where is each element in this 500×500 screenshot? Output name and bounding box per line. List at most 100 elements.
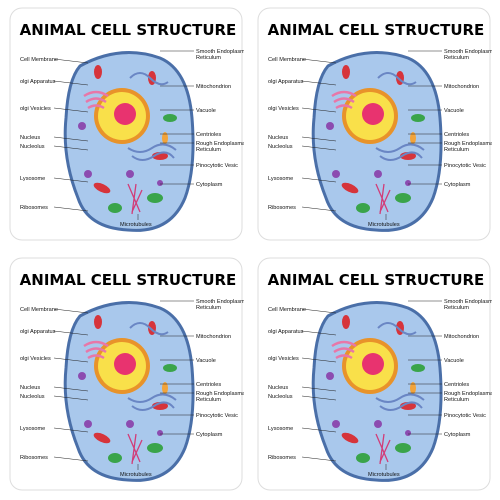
organelle: [332, 170, 340, 178]
coaster-print: ANIMAL CELL STRUCTURE Cell Membrane olgi A…: [20, 271, 251, 482]
label: Smooth Endoplasmatic: [196, 49, 254, 55]
label: Ribosomes: [20, 205, 48, 211]
label: olgi Apparatus: [268, 79, 304, 85]
label: olgi Vesicles: [268, 356, 299, 362]
organelle: [342, 315, 350, 329]
microtubules: [127, 183, 143, 215]
leader-line: [301, 58, 337, 64]
organelle: [374, 420, 382, 428]
organelle: [157, 430, 163, 436]
label: Cytoplasm: [444, 182, 471, 188]
leader-line: [301, 107, 337, 113]
cell-diagram: [63, 301, 195, 482]
organelle: [93, 182, 111, 194]
golgi-apparatus: [331, 340, 357, 360]
organelle: [374, 170, 382, 178]
cell-diagram: [311, 301, 443, 482]
leader-line: [53, 357, 89, 363]
organelle: [108, 453, 122, 463]
golgi-apparatus: [331, 90, 357, 110]
label: Centrioles: [196, 382, 221, 388]
leader-line: [53, 427, 89, 433]
organelle: [411, 364, 425, 372]
organelle: [405, 430, 411, 436]
label: Lysosome: [268, 176, 293, 182]
label: Mitochondrion: [196, 334, 231, 340]
leader-line: [301, 456, 337, 462]
organelle: [332, 420, 340, 428]
label: Ribosomes: [20, 455, 48, 461]
leader-line: [301, 386, 337, 392]
organelle: [162, 132, 168, 144]
leader-line: [53, 80, 89, 86]
label: Rough Endoplasmatic: [196, 391, 251, 397]
organelle: [78, 122, 86, 130]
nucleolus: [362, 103, 384, 125]
label: Microtubules: [120, 472, 152, 478]
organelle: [147, 193, 163, 203]
coaster: ANIMAL CELL STRUCTURE Cell Membrane olgi A…: [9, 257, 251, 491]
label: Reticulum: [444, 147, 469, 153]
label: Mitochondrion: [196, 84, 231, 90]
label: Vacuole: [444, 108, 464, 114]
title: ANIMAL CELL STRUCTURE: [20, 21, 237, 39]
organelle: [94, 65, 102, 79]
microtubules: [375, 433, 391, 465]
label: Nucleolus: [268, 394, 293, 400]
title: ANIMAL CELL STRUCTURE: [20, 271, 237, 289]
label: Microtubules: [368, 222, 400, 228]
endoplasmic-reticulum: [375, 322, 425, 411]
label: Reticulum: [196, 147, 221, 153]
label: Nucleolus: [20, 144, 45, 150]
golgi-apparatus: [83, 90, 109, 110]
leader-line: [53, 456, 89, 462]
leader-line: [301, 357, 337, 363]
label: Reticulum: [196, 55, 221, 61]
organelle: [84, 420, 92, 428]
nucleolus: [114, 353, 136, 375]
label: Reticulum: [444, 305, 469, 311]
microtubules: [375, 183, 391, 215]
organelle: [126, 420, 134, 428]
endoplasmic-reticulum: [375, 72, 425, 161]
label: Cytoplasm: [196, 432, 223, 438]
organelle: [94, 315, 102, 329]
label: Rough Endoplasmatic: [196, 141, 251, 147]
organelle: [410, 132, 416, 144]
endoplasmic-reticulum: [127, 72, 177, 161]
title: ANIMAL CELL STRUCTURE: [268, 271, 485, 289]
label: Centrioles: [196, 132, 221, 138]
leader-line: [301, 395, 337, 401]
label: Cell Membrane: [268, 57, 306, 63]
leader-line: [53, 177, 89, 183]
organelle: [147, 443, 163, 453]
organelle: [108, 203, 122, 213]
organelle: [411, 114, 425, 122]
label: Ribosomes: [268, 455, 296, 461]
microtubules: [127, 433, 143, 465]
organelle: [93, 432, 111, 444]
label: Nucleolus: [20, 394, 45, 400]
leader-line: [301, 427, 337, 433]
golgi-apparatus: [83, 340, 109, 360]
organelle: [341, 432, 359, 444]
label: Lysosome: [20, 176, 45, 182]
organelle: [395, 193, 411, 203]
leader-line: [53, 386, 89, 392]
label: Ribosomes: [268, 205, 296, 211]
organelle: [341, 182, 359, 194]
endoplasmic-reticulum: [127, 322, 177, 411]
coaster-print: ANIMAL CELL STRUCTURE Cell Membrane olgi A…: [268, 21, 492, 232]
leader-line: [53, 308, 89, 314]
label: Vacuole: [444, 358, 464, 364]
cell-diagram: [63, 51, 195, 232]
label: Nucleus: [20, 385, 40, 391]
label: Rough Endoplasmatic: [444, 391, 499, 397]
organelle: [162, 382, 168, 394]
label: olgi Apparatus: [20, 329, 56, 335]
leader-line: [301, 136, 337, 142]
organelle: [163, 364, 177, 372]
coaster: ANIMAL CELL STRUCTURE Cell Membrane olgi A…: [257, 7, 492, 241]
